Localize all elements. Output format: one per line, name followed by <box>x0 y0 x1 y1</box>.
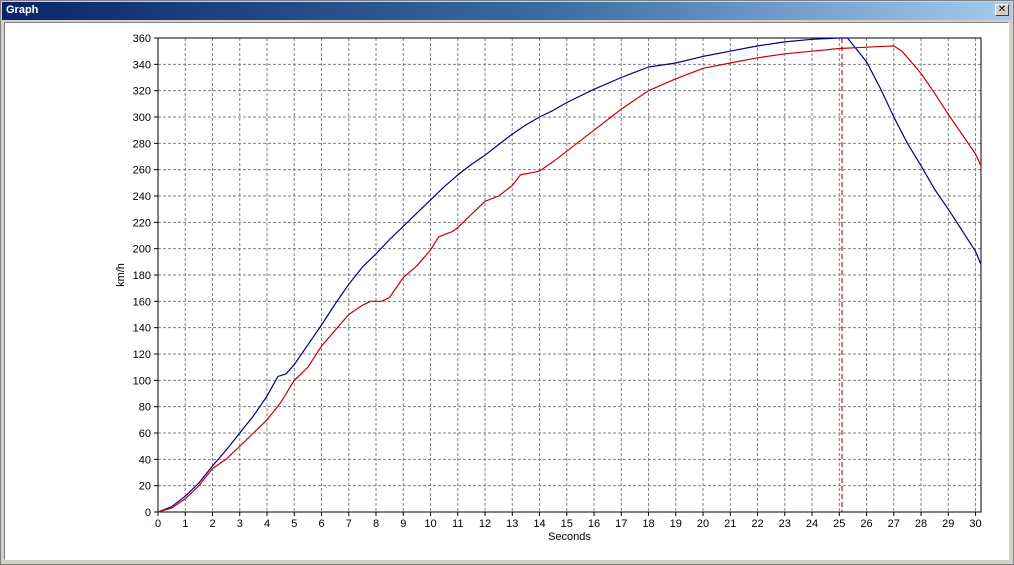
x-tick-label: 14 <box>533 518 545 530</box>
y-tick-label: 60 <box>139 428 151 440</box>
x-tick-label: 21 <box>724 518 736 530</box>
x-tick-label: 19 <box>670 518 682 530</box>
x-tick-label: 7 <box>346 518 352 530</box>
x-tick-label: 3 <box>237 518 243 530</box>
x-tick-label: 28 <box>915 518 927 530</box>
y-tick-label: 260 <box>133 165 151 177</box>
y-tick-label: 160 <box>133 296 151 308</box>
close-button[interactable]: ✕ <box>995 4 1009 16</box>
speed-chart: 0 1 2 3 4 5 6 7 8 9 10 11 12 13 14 15 16 17 18 19 20 21 22 23 24… <box>115 33 982 543</box>
x-tick-label: 13 <box>506 518 518 530</box>
y-tick-label: 240 <box>133 191 151 203</box>
window-title: Graph <box>6 4 39 16</box>
y-tick-label: 80 <box>139 402 151 414</box>
y-tick-label: 100 <box>133 375 151 387</box>
x-tick-label: 9 <box>400 518 406 530</box>
x-tick-label: 22 <box>751 518 763 530</box>
y-tick-label: 300 <box>133 112 151 124</box>
x-tick-label: 16 <box>588 518 600 530</box>
x-tick-label: 12 <box>479 518 491 530</box>
y-tick-label: 0 <box>145 507 151 519</box>
x-tick-label: 10 <box>424 518 436 530</box>
x-tick-label: 23 <box>779 518 791 530</box>
series-line-2 <box>157 45 982 513</box>
x-tick-label: 1 <box>182 518 188 530</box>
x-tick-label: 0 <box>155 518 161 530</box>
x-tick-label: 6 <box>318 518 324 530</box>
x-tick-label: 30 <box>969 518 981 530</box>
x-tick-label: 18 <box>642 518 654 530</box>
x-tick-label: 15 <box>561 518 573 530</box>
series-line-1 <box>157 37 982 513</box>
x-tick-label: 8 <box>373 518 379 530</box>
graph-area: 0 1 2 3 4 5 6 7 8 9 10 11 12 13 14 15 16 17 18 19 20 21 22 23 24… <box>4 22 1009 560</box>
close-icon: ✕ <box>997 4 1007 15</box>
x-tick-label: 4 <box>264 518 270 530</box>
y-tick-label: 40 <box>139 454 151 466</box>
y-tick-label: 360 <box>133 33 151 45</box>
x-tick-label: 17 <box>615 518 627 530</box>
x-tick-label: 26 <box>860 518 872 530</box>
y-axis-label: km/h <box>115 263 127 287</box>
y-tick-label: 140 <box>133 323 151 335</box>
y-tick-label: 180 <box>133 270 151 282</box>
x-tick-label: 2 <box>209 518 215 530</box>
x-tick-label: 5 <box>291 518 297 530</box>
y-tick-label: 320 <box>133 86 151 98</box>
y-tick-label: 200 <box>133 244 151 256</box>
title-bar[interactable]: Graph ✕ <box>2 2 1012 20</box>
y-tick-label: 340 <box>133 59 151 71</box>
y-tick-label: 280 <box>133 138 151 150</box>
x-tick-label: 29 <box>942 518 954 530</box>
x-axis-label: Seconds <box>548 531 591 543</box>
x-tick-label: 11 <box>452 518 463 530</box>
y-tick-label: 220 <box>133 217 151 229</box>
x-tick-label: 24 <box>806 518 818 530</box>
x-tick-label: 27 <box>888 518 900 530</box>
y-tick-label: 120 <box>133 349 151 361</box>
y-tick-label: 20 <box>139 481 151 493</box>
x-tick-label: 25 <box>833 518 845 530</box>
x-tick-label: 20 <box>697 518 709 530</box>
